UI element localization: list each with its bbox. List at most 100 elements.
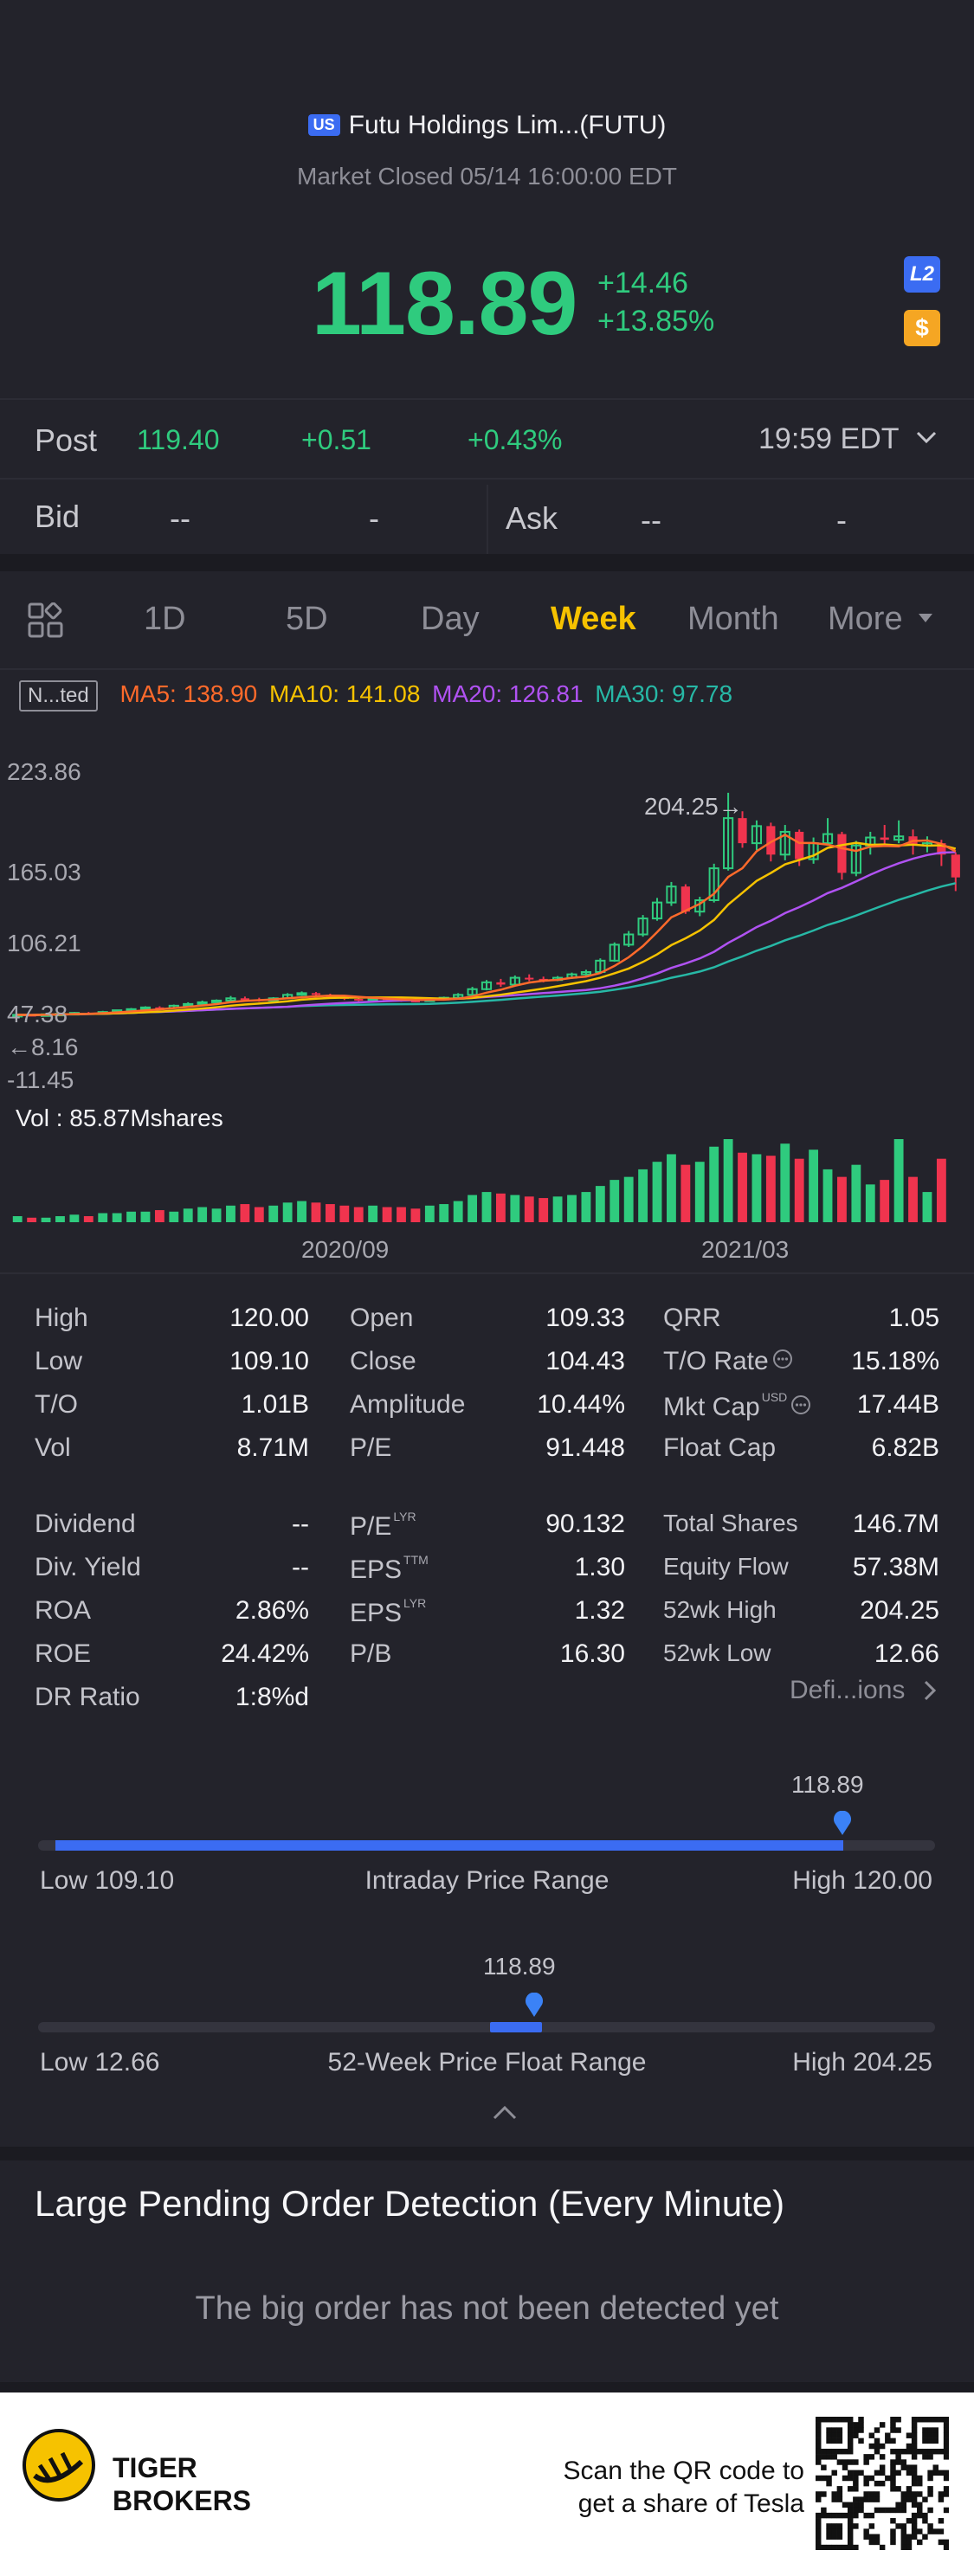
stat-label-text: Equity Flow [663, 1553, 789, 1580]
price-chart[interactable] [0, 744, 974, 1264]
intraday-low: Low 109.10 [40, 1866, 175, 1895]
stat-label-text: P/E [350, 1512, 392, 1541]
caret-down-icon [919, 614, 933, 622]
tab-5d[interactable]: 5D [286, 601, 328, 637]
volume-bar [268, 1205, 279, 1222]
volume-bar [211, 1208, 222, 1222]
volume-bar [83, 1216, 94, 1222]
brand-name: TIGER BROKERS [113, 2451, 251, 2517]
brand-line-1: TIGER [113, 2452, 197, 2483]
stat-label: EPS LYR [350, 1596, 426, 1628]
stat-label-text: DR Ratio [35, 1683, 140, 1711]
layout-grid-icon[interactable] [28, 602, 64, 639]
stat-label-text: Open [350, 1304, 414, 1332]
definitions-link[interactable]: Defi...ions [790, 1676, 937, 1705]
volume-bar [240, 1204, 250, 1222]
volume-bar [765, 1156, 776, 1222]
stat-value: 1:8%d [235, 1683, 309, 1711]
stat-label-text: Dividend [35, 1510, 136, 1538]
stat-value: 1.30 [574, 1553, 625, 1581]
volume-bar [453, 1201, 463, 1222]
week52-track [38, 2022, 935, 2032]
large-orders-message: The big order has not been detected yet [195, 2290, 779, 2327]
candle-body [723, 817, 734, 870]
level2-icon[interactable]: L2 [904, 256, 940, 293]
stat-label-text: Mkt Cap [663, 1393, 760, 1421]
stat-label: Float Cap [663, 1433, 776, 1463]
bid-price: -- [170, 500, 190, 536]
stat-label-sup: TTM [403, 1553, 429, 1567]
ma5-value: MA5: 138.90 [119, 680, 258, 707]
info-icon[interactable] [790, 1394, 811, 1415]
tab-1d[interactable]: 1D [144, 601, 186, 637]
ma10-value: MA10: 141.08 [269, 680, 421, 707]
x-tick-label: 2021/03 [701, 1236, 790, 1263]
tab-more[interactable]: More [828, 601, 934, 638]
candle-body [225, 997, 236, 1001]
stat-label: DR Ratio [35, 1683, 140, 1712]
stat-value: 17.44B [856, 1390, 939, 1419]
volume-bar [809, 1150, 819, 1222]
volume-bar [27, 1217, 37, 1222]
stat-label: T/O [35, 1390, 78, 1420]
tab-month[interactable]: Month [687, 601, 779, 637]
x-tick-label: 2020/09 [301, 1236, 390, 1263]
volume-bar [667, 1154, 676, 1222]
stat-label: P/B [350, 1639, 391, 1669]
candle-body [708, 867, 719, 902]
week52-current-price: 118.89 [483, 1953, 556, 1980]
week52-title: 52-Week Price Float Range [327, 2048, 647, 2077]
bidask-divider [487, 485, 488, 554]
stat-label: QRR [663, 1304, 721, 1333]
stat-value: -- [292, 1553, 309, 1581]
y-tick-label: -11.45 [7, 1066, 74, 1093]
stock-title[interactable]: US Futu Holdings Lim...(FUTU) [0, 111, 974, 140]
collapse-chevron-icon[interactable] [492, 2105, 518, 2121]
candle-body [240, 998, 249, 1001]
info-icon[interactable] [772, 1349, 793, 1369]
volume-bar [41, 1217, 51, 1222]
candle-body [766, 826, 776, 855]
volume-bar [780, 1143, 790, 1222]
candle-body [850, 844, 861, 874]
stat-value: 146.7M [852, 1510, 939, 1538]
stat-value: 1.05 [888, 1304, 939, 1332]
volume-bar [638, 1169, 648, 1222]
volume-bar [552, 1196, 563, 1222]
volume-bar [893, 1139, 904, 1222]
market-status: Market Closed 05/14 16:00:00 EDT [297, 163, 677, 190]
stat-value: 2.86% [235, 1596, 309, 1625]
stat-label-sup: LYR [393, 1510, 416, 1523]
tab-week[interactable]: Week [551, 601, 636, 637]
stat-value: 109.10 [229, 1347, 309, 1375]
tab-day[interactable]: Day [421, 601, 480, 637]
dollar-icon[interactable]: $ [904, 310, 940, 346]
stat-label-text: P/B [350, 1639, 392, 1668]
volume-bar [183, 1208, 193, 1222]
volume-bar [468, 1195, 477, 1222]
candle-body [937, 843, 946, 855]
post-price: 119.40 [137, 424, 220, 455]
stat-label-sup: USD [761, 1390, 788, 1404]
candle-body [311, 993, 321, 995]
stat-value: 1.01B [241, 1390, 309, 1419]
ma20-line [17, 851, 956, 1016]
bid-label: Bid [35, 499, 81, 534]
post-time-select[interactable]: 19:59 EDT [758, 422, 938, 456]
candle-body [155, 1007, 164, 1009]
volume-bar [169, 1211, 179, 1222]
promo-footer[interactable]: TIGER BROKERS Scan the QR code to get a … [0, 2392, 974, 2576]
stat-label-text: Low [35, 1347, 83, 1375]
week52-high: High 204.25 [792, 2048, 932, 2077]
adjust-toggle[interactable]: N...ted [19, 680, 98, 712]
volume-bar [837, 1176, 847, 1222]
y-tick-label: 223.86 [7, 758, 81, 785]
qr-code[interactable] [816, 2417, 949, 2550]
volume-bar [397, 1207, 406, 1222]
volume-bar [481, 1192, 492, 1222]
volume-bar [865, 1184, 875, 1222]
stat-label-text: Close [350, 1347, 416, 1375]
stat-value: 120.00 [229, 1304, 309, 1332]
stat-label: P/E [350, 1433, 391, 1463]
stat-label-sup: LYR [403, 1596, 427, 1610]
